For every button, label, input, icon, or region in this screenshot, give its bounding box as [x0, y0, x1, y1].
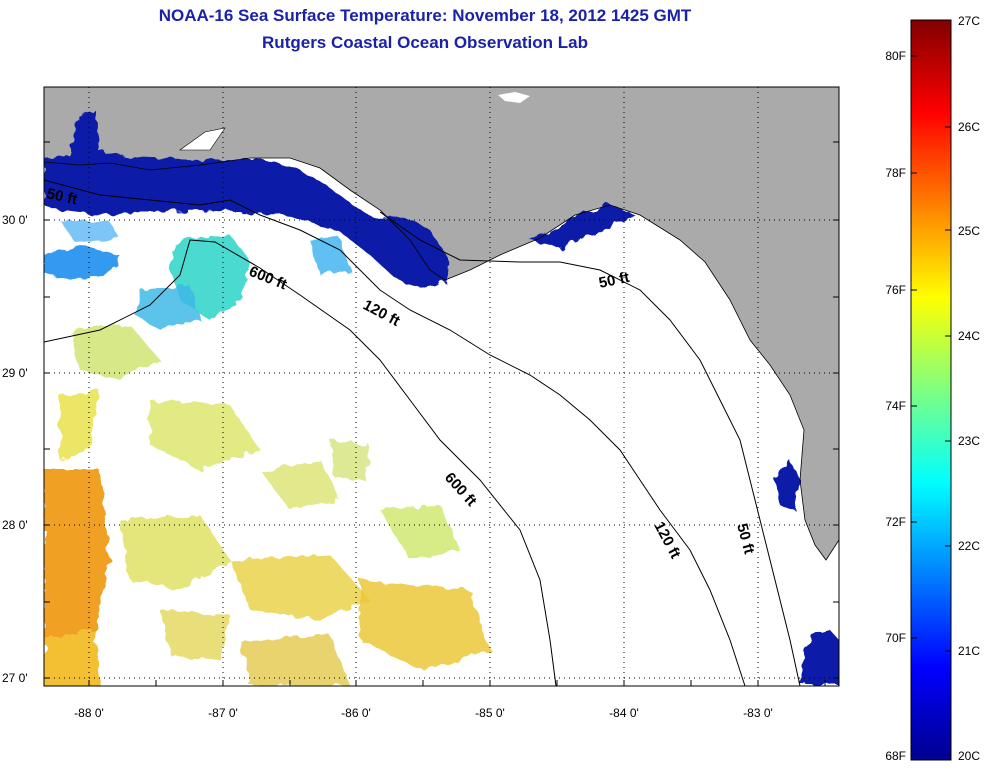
colorbar-label-25c: 25C: [958, 224, 981, 238]
lon-label-88: -88 0': [74, 706, 104, 720]
lake: [498, 92, 530, 103]
lon-label-84: -84 0': [609, 706, 639, 720]
lon-label-87: -87 0': [208, 706, 238, 720]
colorbar-label-21c: 21C: [958, 644, 981, 658]
lat-label-28: 28 0': [2, 518, 28, 532]
colorbar-label-26c: 26C: [958, 120, 981, 134]
lon-label-85: -85 0': [475, 706, 505, 720]
colorbar-label-72f: 72F: [885, 515, 906, 529]
colorbar-label-27c: 27C: [958, 14, 981, 28]
colorbar-label-76f: 76F: [885, 283, 906, 297]
map-frame: [43, 86, 840, 687]
land-mass: [44, 87, 839, 560]
sst-data-cold: [44, 110, 839, 685]
sst-data-mid: [44, 220, 350, 330]
contour-label-50ft-west: 50 ft: [45, 185, 79, 208]
colorbar-label-20c: 20C: [958, 749, 981, 763]
colorbar: [910, 19, 952, 761]
coastline: [44, 157, 839, 561]
axis-ticks: [44, 141, 839, 686]
colorbar-label-23c: 23C: [958, 434, 981, 448]
colorbar-label-78f: 78F: [885, 166, 906, 180]
contour-50ft: [379, 211, 801, 686]
colorbar-label-22c: 22C: [958, 539, 981, 553]
map-title: NOAA-16 Sea Surface Temperature: Novembe…: [158, 6, 692, 25]
lat-label-30: 30 0': [2, 213, 28, 227]
contour-label-50ft-north: 50 ft: [597, 269, 631, 292]
colorbar-label-80f: 80F: [885, 49, 906, 63]
sst-data-warm: [44, 325, 490, 686]
contour-120ft: [44, 179, 746, 686]
colorbar-label-70f: 70F: [885, 631, 906, 645]
colorbar-label-74f: 74F: [885, 399, 906, 413]
map-subtitle: Rutgers Coastal Ocean Observation Lab: [262, 33, 588, 52]
lat-label-29: 29 0': [2, 366, 28, 380]
contour-600ft: [44, 239, 557, 686]
colorbar-label-68f: 68F: [885, 749, 906, 763]
colorbar-ticks: [911, 55, 951, 652]
colorbar-label-24c: 24C: [958, 329, 981, 343]
lon-label-86: -86 0': [341, 706, 371, 720]
lon-label-83: -83 0': [743, 706, 773, 720]
bay-inlet: [179, 127, 226, 151]
lat-label-27: 27 0': [2, 671, 28, 685]
